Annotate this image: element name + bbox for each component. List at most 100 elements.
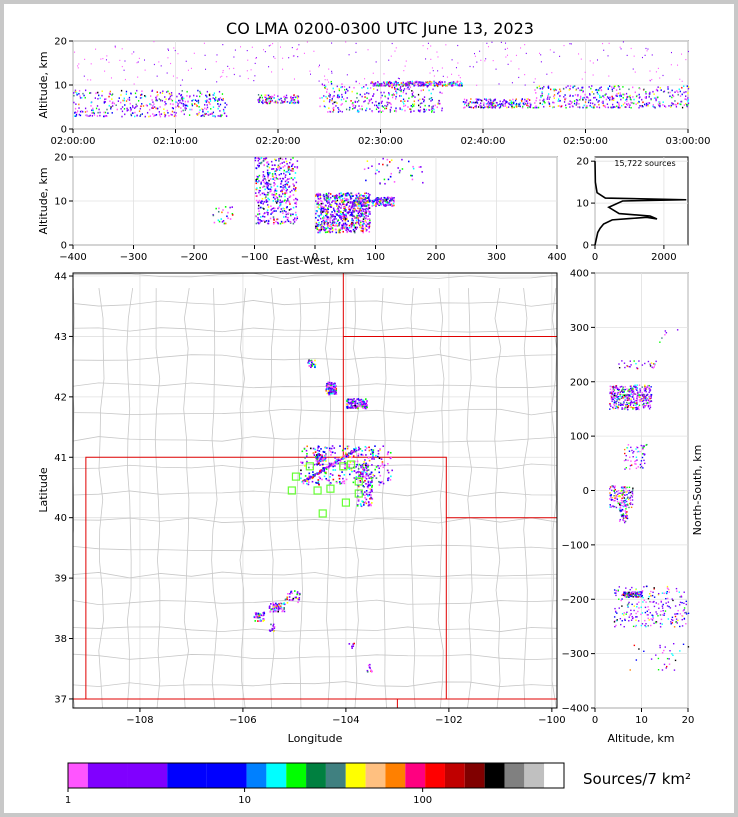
map-source-point <box>316 449 319 452</box>
map-source-point <box>351 647 353 649</box>
eastwest-source-point <box>334 202 337 205</box>
eastwest-source-point <box>328 198 330 201</box>
map-source-point <box>355 449 358 452</box>
eastwest-xtick-label: 200 <box>426 252 445 263</box>
eastwest-source-point <box>267 213 269 216</box>
eastwest-source-point <box>391 205 394 207</box>
eastwest-source-point <box>257 176 259 178</box>
eastwest-source-point <box>267 176 269 179</box>
time-source-point <box>345 88 348 91</box>
map-source-point <box>343 480 346 482</box>
time-source-point <box>625 92 628 95</box>
time-source-point <box>350 100 352 102</box>
northsouth-source-point <box>631 394 634 396</box>
map-source-point <box>363 461 365 463</box>
eastwest-source-point <box>343 215 345 218</box>
time-source-point <box>376 89 379 91</box>
eastwest-source-point <box>365 200 368 203</box>
county-line <box>437 288 445 708</box>
northsouth-source-point <box>636 397 638 399</box>
time-source-point <box>591 85 593 87</box>
time-source-point <box>676 90 678 92</box>
northsouth-source-point <box>618 388 620 391</box>
eastwest-source-point <box>266 200 269 203</box>
time-source-point <box>145 104 148 106</box>
eastwest-source-point <box>380 203 383 206</box>
time-source-point <box>652 90 654 93</box>
eastwest-source-point <box>269 188 271 191</box>
time-source-point <box>426 81 428 84</box>
time-source-point <box>139 97 142 99</box>
time-source-point <box>576 101 578 104</box>
eastwest-source-point <box>279 199 281 202</box>
map-source-point <box>361 472 364 475</box>
time-source-point <box>507 63 509 65</box>
time-source-point <box>332 102 334 105</box>
northsouth-source-point <box>635 407 637 409</box>
time-source-point <box>441 92 443 95</box>
eastwest-source-point <box>327 194 330 197</box>
time-source-point <box>218 99 220 101</box>
map-source-point <box>328 383 331 385</box>
eastwest-source-point <box>374 199 377 201</box>
eastwest-source-point <box>329 219 331 222</box>
time-source-point <box>559 99 561 102</box>
northsouth-source-point <box>621 404 623 406</box>
eastwest-source-point <box>278 168 280 170</box>
time-source-point <box>686 85 688 87</box>
time-source-point <box>296 97 299 99</box>
eastwest-source-point <box>292 157 294 159</box>
eastwest-source-point <box>339 199 342 201</box>
time-source-point <box>165 98 167 101</box>
eastwest-source-point <box>358 205 360 207</box>
time-source-point <box>152 107 154 109</box>
map-source-point <box>332 385 335 388</box>
map-source-point <box>328 462 331 465</box>
time-source-point <box>84 96 86 99</box>
time-source-point <box>505 56 507 58</box>
eastwest-source-point <box>264 221 266 223</box>
map-source-point <box>386 469 389 472</box>
time-source-point <box>153 41 155 43</box>
time-source-point <box>448 84 451 86</box>
map-source-point <box>366 403 368 406</box>
time-source-point <box>399 89 401 92</box>
map-source-point <box>319 457 322 459</box>
map-source-point <box>371 476 374 479</box>
eastwest-source-point <box>333 224 336 227</box>
eastwest-source-point <box>327 202 329 204</box>
eastwest-source-point <box>321 221 323 223</box>
northsouth-source-point <box>613 389 616 391</box>
eastwest-source-point <box>322 202 324 205</box>
time-source-point <box>618 85 620 88</box>
map-source-point <box>361 402 363 405</box>
eastwest-source-point <box>338 202 341 205</box>
eastwest-source-point <box>280 195 283 198</box>
time-source-point <box>324 79 326 81</box>
northsouth-source-point <box>611 386 613 388</box>
map-source-point <box>371 452 374 455</box>
time-source-point <box>618 104 620 107</box>
eastwest-source-point <box>317 219 320 221</box>
time-source-point <box>263 96 266 99</box>
northsouth-source-point <box>628 394 630 396</box>
eastwest-source-point <box>346 218 348 220</box>
time-source-point <box>424 84 427 86</box>
map-source-point <box>311 361 313 364</box>
northsouth-source-point <box>612 393 614 396</box>
eastwest-source-point <box>363 168 366 171</box>
time-source-point <box>205 94 207 97</box>
time-source-point <box>594 96 596 99</box>
map-source-point <box>368 456 370 459</box>
map-xtick-label: −100 <box>538 715 565 726</box>
eastwest-source-point <box>376 197 378 199</box>
time-source-point <box>585 105 588 107</box>
northsouth-source-point <box>613 400 616 402</box>
eastwest-source-point <box>335 225 337 227</box>
eastwest-source-point <box>342 203 345 206</box>
time-source-point <box>182 105 185 107</box>
time-source-point <box>282 68 284 70</box>
time-source-point <box>651 78 653 81</box>
time-source-point <box>677 93 679 96</box>
time-source-point <box>433 75 435 77</box>
